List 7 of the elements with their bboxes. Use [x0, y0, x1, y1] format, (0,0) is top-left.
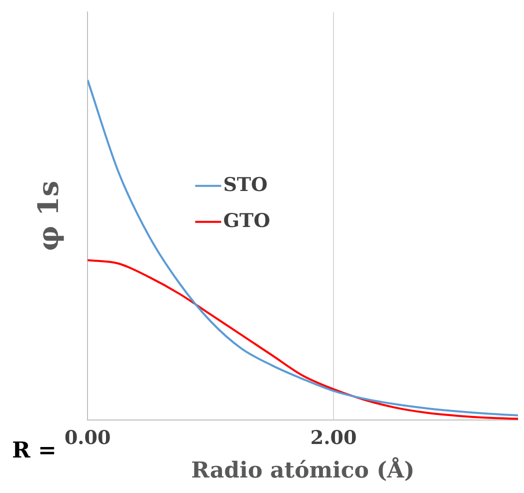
legend-label: GTO	[223, 210, 270, 232]
text: R =	[12, 438, 56, 464]
x-tick-label: 2.00	[310, 427, 357, 450]
x-tick-label: 0.00	[64, 427, 111, 450]
x-axis-title: Radio atómico (Å)	[191, 456, 415, 484]
legend-label: STO	[223, 174, 268, 196]
y-axis-title: φ 1s	[32, 180, 66, 252]
